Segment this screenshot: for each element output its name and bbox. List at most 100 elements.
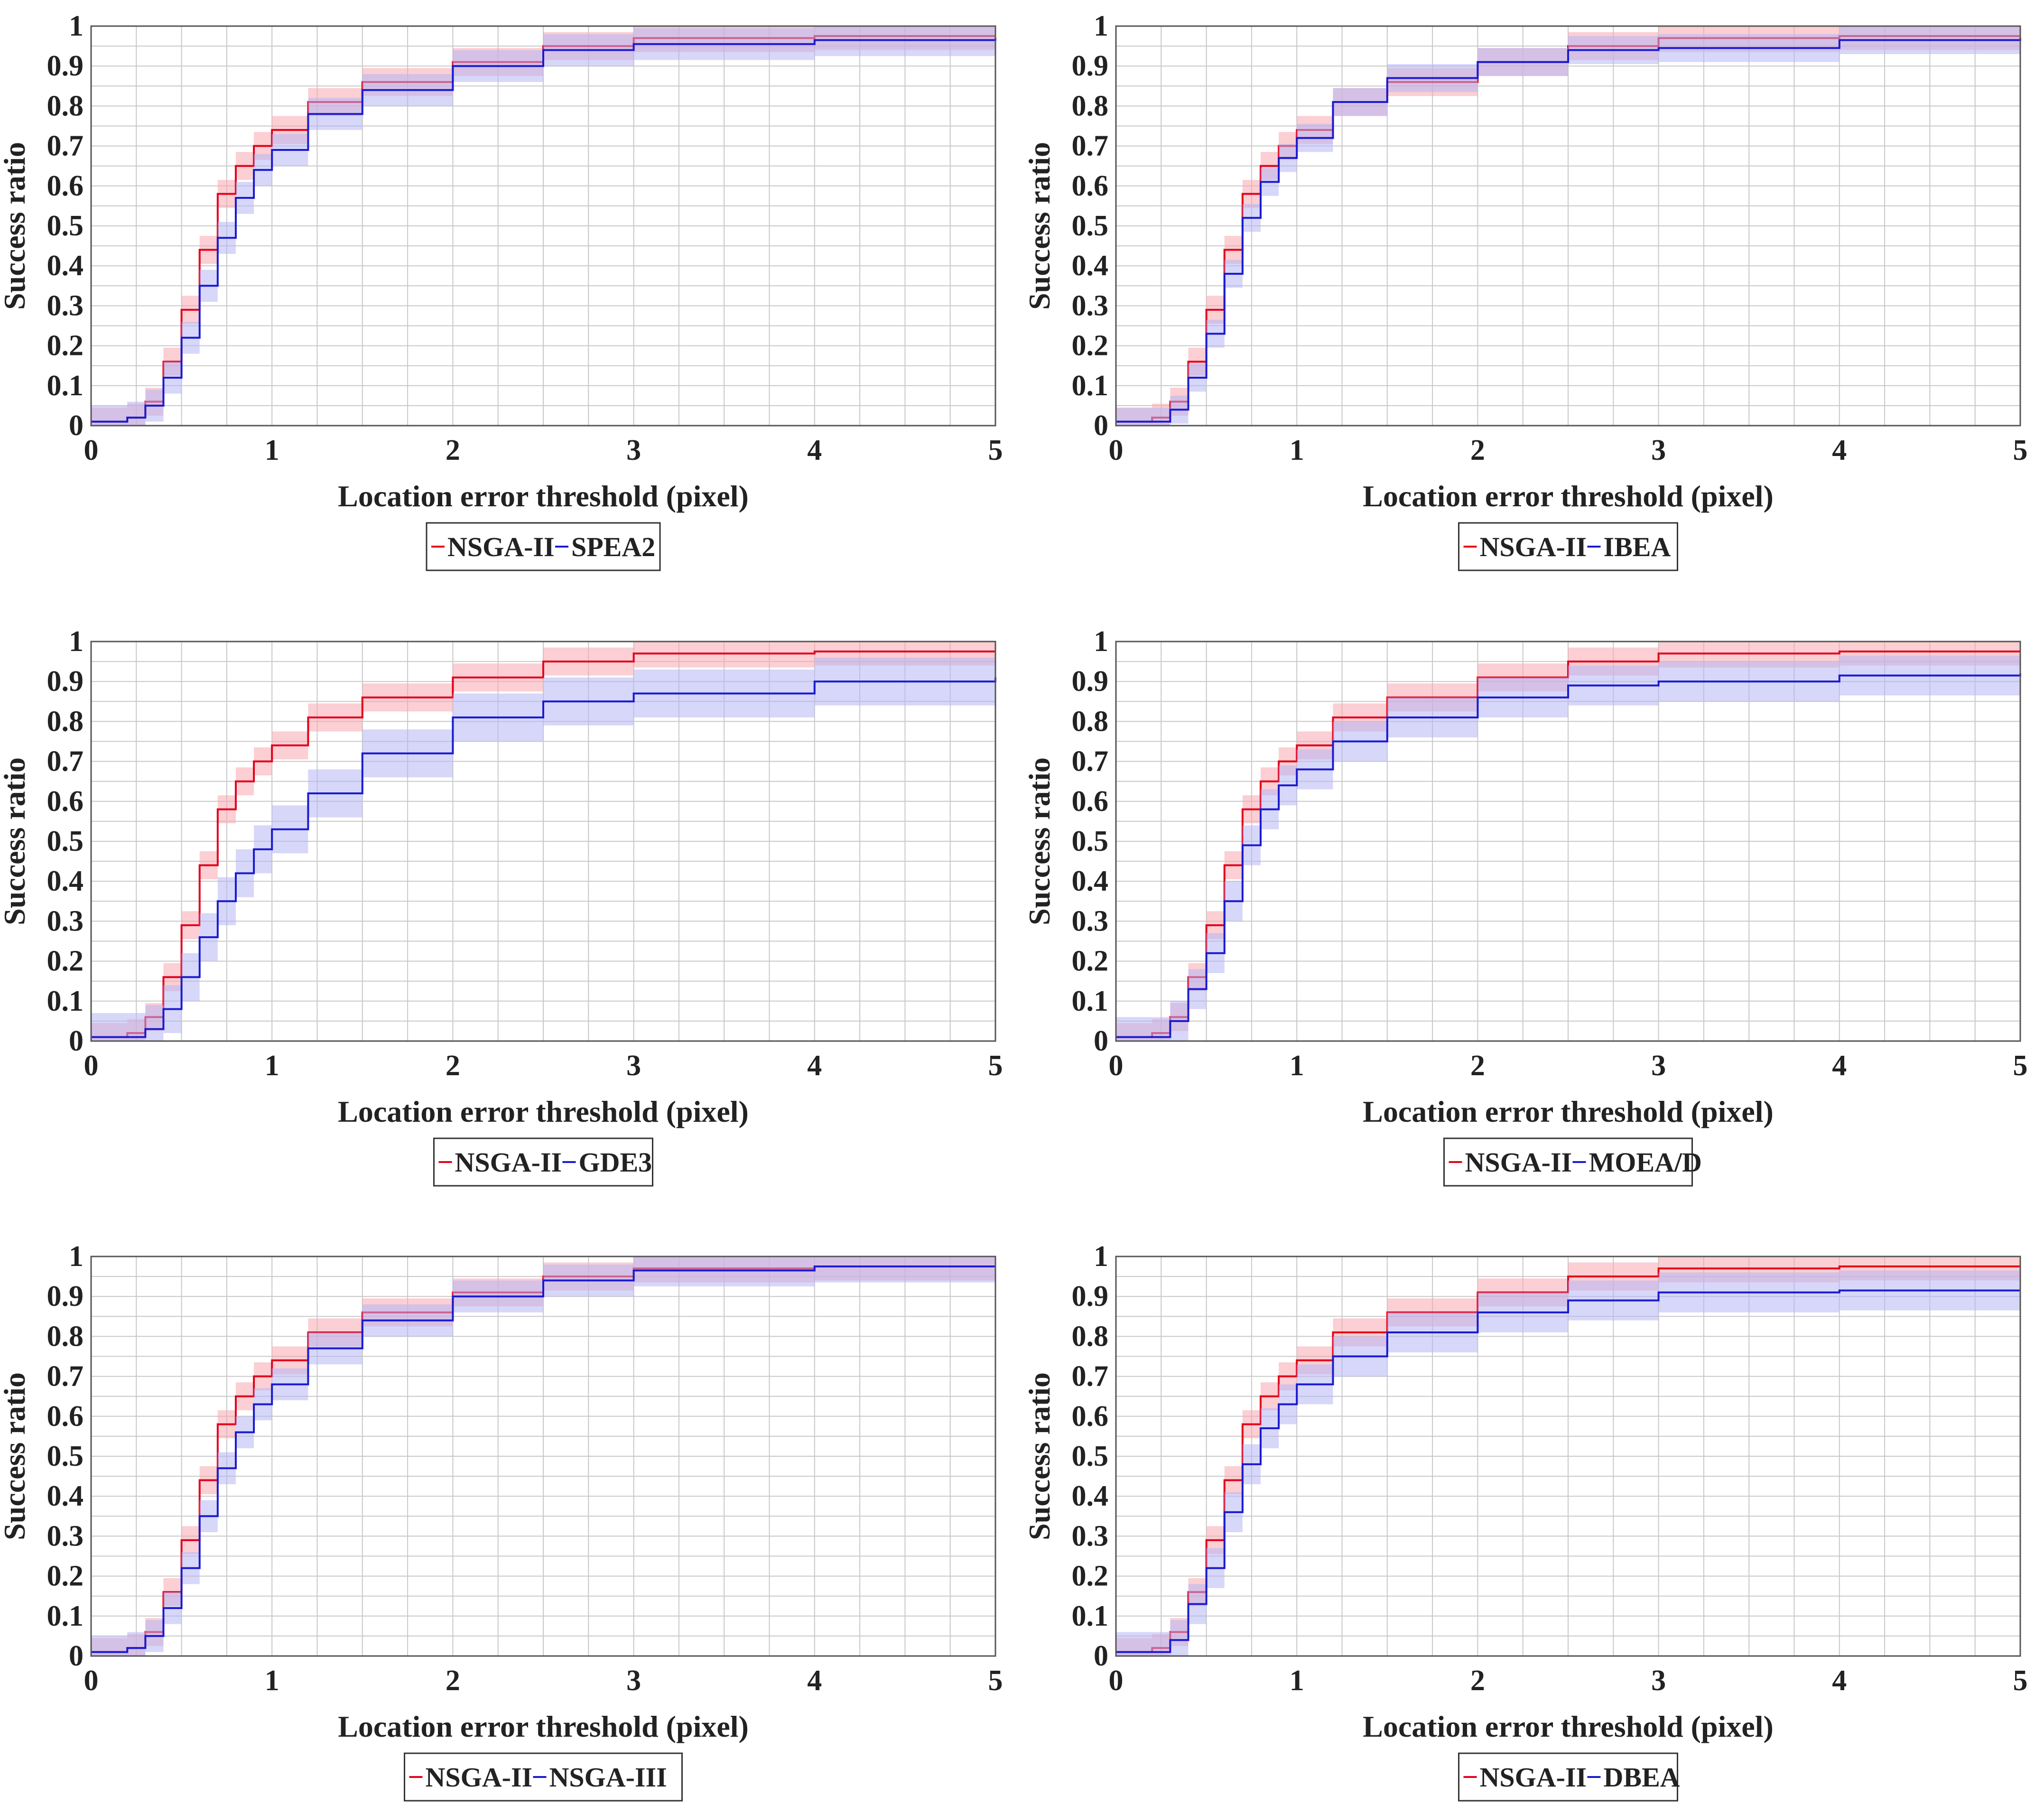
series-line-spea2: [91, 38, 996, 423]
legend-label: GDE3: [579, 1147, 652, 1178]
x-tick-label: 5: [2013, 434, 2028, 466]
series-line-ibea: [1116, 38, 2021, 423]
legend: NSGA-II SPEA2: [426, 522, 661, 571]
y-tick-label: 0.6: [1072, 170, 1109, 202]
y-tick-label: 0.8: [1072, 1320, 1109, 1352]
x-tick-label: 2: [446, 1050, 460, 1082]
y-tick-label: 0.3: [47, 905, 84, 937]
legend-label: SPEA2: [571, 531, 655, 562]
chart-panel-2: 0 1 2 3 4 500.10.20.30.40.50.60.70.80.91Locat…: [1022, 10, 2028, 571]
y-tick-label: 0.7: [1072, 1360, 1109, 1393]
x-tick-label: 3: [626, 1665, 641, 1697]
x-tick-label: 5: [988, 1050, 1003, 1082]
confidence-band-nsga-iii: [91, 1256, 995, 1656]
y-tick-label: 0.9: [47, 1280, 84, 1312]
legend-label: NSGA-II: [1465, 1147, 1572, 1178]
legend: NSGA-II MOEA/D: [1443, 1137, 1702, 1187]
y-axis-label: Success ratio: [0, 1372, 31, 1540]
plot-frame: [1115, 25, 2021, 427]
y-tick-label: 0.3: [47, 289, 84, 322]
y-tick-label: 0.3: [1072, 1520, 1109, 1552]
legend-label: NSGA-II: [426, 1762, 533, 1793]
x-tick-label: 3: [1651, 1050, 1666, 1082]
plot-frame: [90, 1256, 996, 1657]
x-tick-label: 5: [988, 434, 1003, 466]
x-tick-label: 2: [446, 1665, 460, 1697]
y-tick-label: 0.6: [1072, 1400, 1109, 1433]
y-tick-label: 0: [1094, 409, 1108, 442]
y-tick-label: 0.7: [1072, 745, 1109, 778]
chart-panel-1: 0 1 2 3 4 500.10.20.30.40.50.60.70.80.91Locat…: [0, 10, 1003, 571]
plot-frame: [1115, 1256, 2021, 1657]
x-axis-label: Location error threshold (pixel): [1363, 1710, 1774, 1743]
x-tick-label: 4: [807, 1665, 822, 1697]
series-line-gde3: [91, 677, 996, 1038]
x-tick-label: 2: [1470, 1665, 1485, 1697]
legend-box: [1458, 522, 1678, 571]
y-axis-label: Success ratio: [0, 142, 31, 310]
y-tick-label: 0.2: [47, 330, 84, 362]
x-axis-label: Location error threshold (pixel): [338, 1095, 749, 1128]
legend-box: [1443, 1137, 1693, 1187]
legend-label: IBEA: [1604, 531, 1671, 562]
y-tick-label: 1: [69, 1240, 84, 1273]
y-axis-label: Success ratio: [1022, 1372, 1056, 1540]
legend-label: NSGA-II: [447, 531, 555, 562]
y-tick-label: 0.7: [1072, 130, 1109, 162]
legend-label: NSGA-II: [1480, 531, 1587, 562]
x-tick-label: 1: [1290, 1050, 1304, 1082]
legend-label: NSGA-II: [1480, 1762, 1587, 1793]
y-tick-label: 0.6: [47, 170, 84, 202]
y-tick-label: 0.8: [1072, 90, 1109, 122]
y-tick-label: 0.7: [47, 1360, 84, 1393]
y-tick-label: 0: [69, 1640, 84, 1672]
y-tick-label: 0.4: [1072, 250, 1109, 282]
y-tick-label: 0.3: [1072, 905, 1109, 937]
x-tick-label: 0: [84, 434, 99, 466]
legend-label: NSGA-III: [549, 1762, 667, 1793]
plot-frame: [1115, 641, 2021, 1042]
y-tick-label: 0.1: [1072, 985, 1109, 1017]
plot-frame: [90, 641, 996, 1042]
y-tick-label: 0.1: [47, 370, 84, 402]
y-tick-label: 0.3: [1072, 289, 1109, 322]
x-tick-label: 0: [1109, 1665, 1124, 1697]
y-tick-label: 0.2: [1072, 945, 1109, 977]
y-tick-label: 0.4: [47, 250, 84, 282]
x-tick-label: 4: [1832, 1665, 1847, 1697]
legend: NSGA-II NSGA-III: [404, 1752, 683, 1802]
x-tick-label: 5: [2013, 1050, 2028, 1082]
legend: NSGA-II IBEA: [1458, 522, 1678, 571]
y-tick-label: 0.4: [47, 865, 84, 897]
x-tick-label: 3: [1651, 1665, 1666, 1697]
series-line-dbea: [1116, 1289, 2020, 1653]
x-tick-label: 4: [807, 434, 822, 466]
x-tick-label: 0: [84, 1050, 99, 1082]
series-line-nsga-iii: [91, 1265, 995, 1653]
x-axis-label: Location error threshold (pixel): [1363, 1095, 1774, 1128]
confidence-band-dbea: [1116, 1270, 2020, 1656]
y-axis-label: Success ratio: [0, 757, 31, 925]
y-tick-label: 0.9: [47, 50, 84, 82]
x-tick-label: 5: [988, 1665, 1003, 1697]
x-axis-label: Location error threshold (pixel): [338, 479, 749, 513]
legend-label: NSGA-II: [455, 1147, 562, 1178]
legend-label: DBEA: [1604, 1762, 1680, 1793]
x-tick-label: 2: [1470, 434, 1485, 466]
legend-box: [426, 522, 661, 571]
x-tick-label: 4: [1832, 434, 1847, 466]
legend-label: MOEA/D: [1589, 1147, 1702, 1178]
y-tick-label: 1: [1094, 625, 1108, 658]
y-tick-label: 0: [1094, 1025, 1108, 1057]
y-tick-label: 0.4: [47, 1480, 84, 1512]
x-axis-label: Location error threshold (pixel): [1363, 479, 1774, 513]
y-tick-label: 0.8: [1072, 705, 1109, 737]
y-tick-label: 0.2: [47, 1560, 84, 1592]
x-tick-label: 3: [626, 434, 641, 466]
chart-panel-5: 0 1 2 3 4 5 0 0.1 0.2 0.3 0.4 0.5 0.6 0.7 0.8 0.9 1 Locat…: [0, 1240, 1003, 1802]
x-tick-label: 0: [84, 1665, 99, 1697]
chart-panel-4: 0 1 2 3 4 5 0 0.1 0.2 0.3 0.4 0.5 0.6 0.7 0.8 0.9 1 Locat…: [1022, 625, 2028, 1187]
confidence-band-moea-d: [1116, 653, 2020, 1041]
x-tick-label: 0: [1109, 434, 1124, 466]
y-tick-label: 1: [69, 10, 84, 42]
